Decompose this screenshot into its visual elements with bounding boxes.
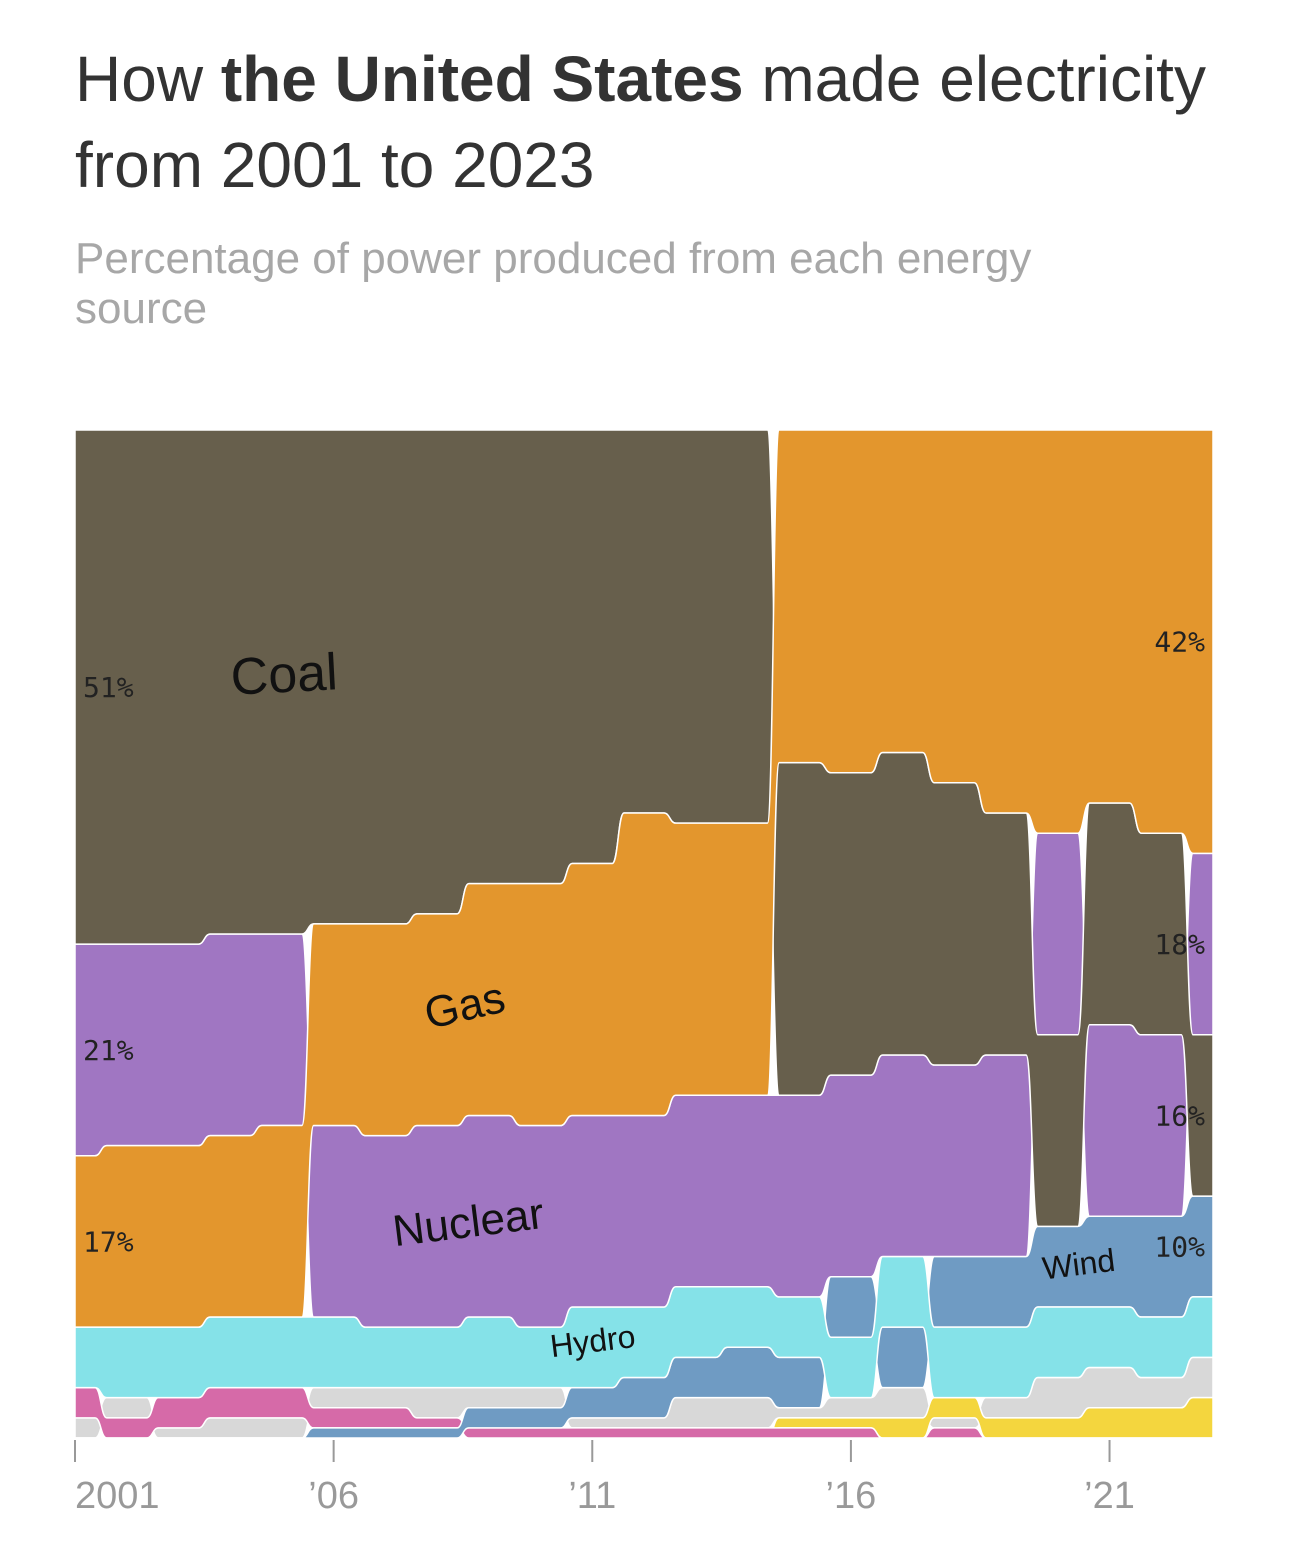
x-axis: 2001 ’06 ’11 ’16 ’21 xyxy=(74,1440,1135,1517)
series-label-coal: Coal xyxy=(229,643,339,707)
value-label-wind-2023: 10% xyxy=(1154,1230,1205,1263)
value-label-nuclear-2023: 18% xyxy=(1154,928,1205,961)
chart-title: How the United States made electricity f… xyxy=(75,36,1215,208)
value-label-gas-2023: 42% xyxy=(1154,626,1205,659)
value-label-layer: 51% 21% 17% 42% 18% 16% 10% xyxy=(83,626,1205,1264)
chart-subtitle: Percentage of power produced from each e… xyxy=(75,234,1032,333)
area-layer xyxy=(74,429,1214,1439)
value-label-nuclear-2001: 21% xyxy=(83,1034,134,1067)
x-tick-label: ’16 xyxy=(826,1475,877,1517)
x-tick-label: ’06 xyxy=(308,1475,359,1517)
value-label-coal-2023: 16% xyxy=(1154,1099,1205,1132)
x-tick-label: 2001 xyxy=(75,1475,160,1517)
x-tick-label: ’21 xyxy=(1084,1475,1135,1517)
x-tick-label: ’11 xyxy=(568,1475,616,1517)
title-bold: the United States xyxy=(220,43,744,115)
series-label-wind: Wind xyxy=(1040,1242,1117,1287)
value-label-gas-2001: 17% xyxy=(83,1225,134,1258)
title-pre: How xyxy=(75,43,221,115)
title-post: made electricity from 2001 to 2023 xyxy=(75,43,1206,201)
value-label-coal-2001: 51% xyxy=(83,671,134,704)
area-gas xyxy=(74,429,1214,1328)
